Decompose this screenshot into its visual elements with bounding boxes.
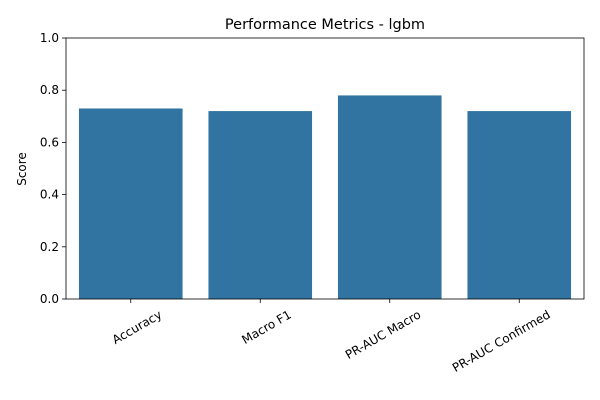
y-tick-label-1: 0.2 — [40, 240, 59, 254]
y-tick-label-5: 1.0 — [40, 31, 59, 45]
x-axis: Accuracy Macro F1 PR-AUC Macro PR-AUC Confi… — [110, 299, 553, 375]
bar-0 — [78, 108, 183, 299]
chart-title: Performance Metrics - lgbm — [225, 17, 425, 33]
bar-2 — [337, 95, 442, 299]
x-tick-label-0: Accuracy — [110, 307, 164, 347]
y-tick-label-0: 0.0 — [40, 292, 59, 306]
plot-frame — [65, 37, 585, 300]
y-tick-label-3: 0.6 — [40, 135, 59, 149]
y-axis: 0.0 0.2 0.4 0.6 0.8 1.0 — [40, 31, 66, 306]
bar-3 — [467, 111, 572, 299]
bars-group — [78, 95, 572, 299]
y-tick-label-2: 0.4 — [40, 188, 59, 202]
x-tick-label-2: PR-AUC Macro — [343, 307, 423, 361]
y-tick-label-4: 0.8 — [40, 83, 59, 97]
bar-1 — [208, 111, 313, 299]
x-tick-label-3: PR-AUC Confirmed — [450, 307, 553, 374]
x-tick-label-1: Macro F1 — [239, 307, 293, 346]
y-axis-label: Score — [15, 152, 29, 186]
